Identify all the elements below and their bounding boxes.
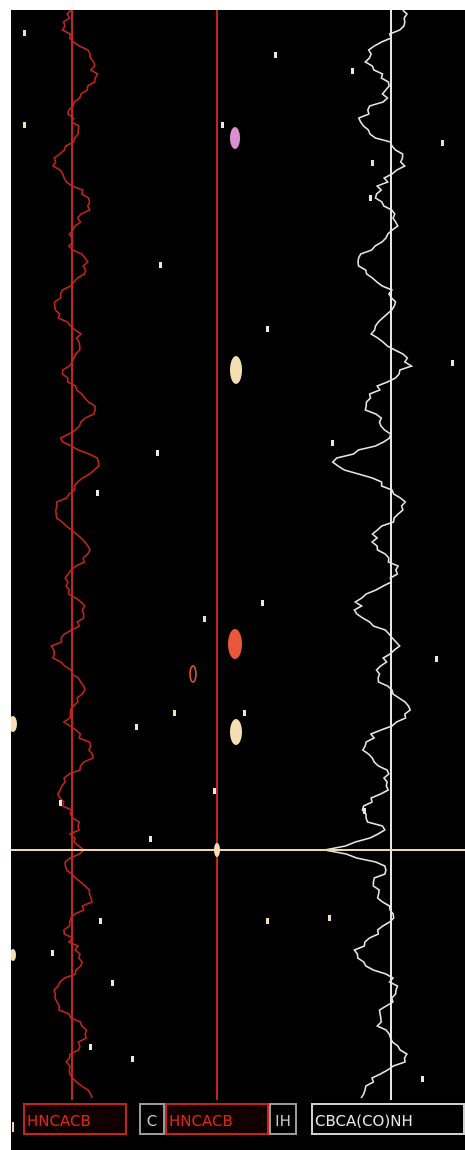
noise-speck xyxy=(371,160,374,166)
cursor-marker-icon xyxy=(12,1122,17,1132)
noise-speck xyxy=(213,788,216,794)
strip-label-cbcaconh[interactable]: CBCA(CO)NH xyxy=(311,1103,465,1135)
peak-cursor[interactable] xyxy=(214,843,220,857)
hncacb-1d-trace xyxy=(50,10,100,1099)
noise-speck xyxy=(59,800,62,806)
noise-speck xyxy=(266,918,269,924)
peak-orange-small[interactable] xyxy=(189,665,197,683)
peak-orange[interactable] xyxy=(228,629,242,659)
strip-label-bar: HNCACB C HNCACB IH CBCA(CO)NH xyxy=(11,1100,465,1150)
peak-cream[interactable] xyxy=(230,356,242,384)
noise-speck xyxy=(149,836,152,842)
noise-speck xyxy=(243,710,246,716)
noise-speck xyxy=(96,490,99,496)
peak-pink[interactable] xyxy=(230,127,240,149)
noise-speck xyxy=(369,195,372,201)
noise-speck xyxy=(135,724,138,730)
noise-speck xyxy=(266,326,269,332)
noise-speck xyxy=(23,30,26,36)
strip-label-hncacb-2[interactable]: HNCACB xyxy=(165,1103,269,1135)
strip-label-hncacb-1[interactable]: HNCACB xyxy=(23,1103,127,1135)
noise-speck xyxy=(331,440,334,446)
noise-speck xyxy=(173,710,176,716)
noise-speck xyxy=(156,450,159,456)
peak-cream-lower[interactable] xyxy=(230,719,242,745)
noise-speck xyxy=(131,1056,134,1062)
noise-speck xyxy=(111,980,114,986)
strip-label-ih[interactable]: IH xyxy=(269,1103,297,1135)
peak-edge[interactable] xyxy=(11,716,17,732)
noise-speck xyxy=(435,656,438,662)
noise-speck xyxy=(89,1044,92,1050)
noise-speck xyxy=(99,918,102,924)
noise-speck xyxy=(51,950,54,956)
noise-speck xyxy=(451,360,454,366)
noise-speck xyxy=(441,140,444,146)
noise-speck xyxy=(351,68,354,74)
spectrum-view[interactable] xyxy=(11,10,465,1100)
noise-speck xyxy=(363,808,366,814)
noise-speck xyxy=(274,52,277,58)
noise-speck xyxy=(261,600,264,606)
noise-speck xyxy=(421,1076,424,1082)
peak-edge-lower[interactable] xyxy=(11,949,16,961)
cbcaconh-1d-trace xyxy=(324,10,414,1099)
noise-speck xyxy=(221,122,224,128)
noise-specks xyxy=(23,30,454,1082)
noise-speck xyxy=(328,915,331,921)
strip-label-c[interactable]: C xyxy=(139,1103,165,1135)
noise-speck xyxy=(203,616,206,622)
noise-speck xyxy=(23,122,26,128)
noise-speck xyxy=(159,262,162,268)
spectrum-canvas[interactable] xyxy=(11,10,465,1100)
